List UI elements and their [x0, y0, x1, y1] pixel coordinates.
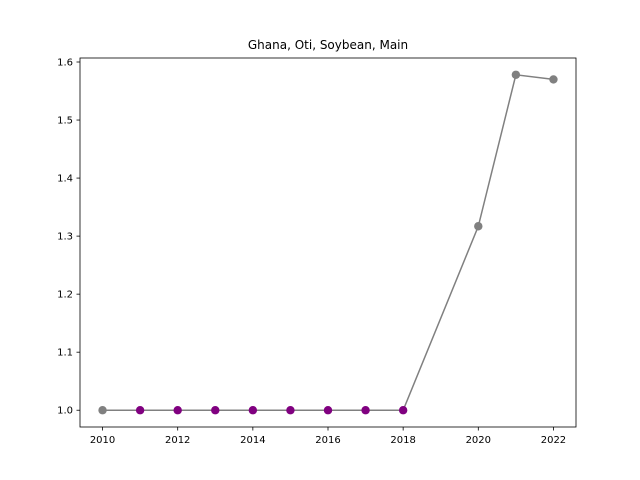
x-tick-label: 2012 [165, 435, 190, 446]
y-tick-label: 1.1 [57, 348, 73, 359]
data-point [211, 406, 220, 415]
data-point [173, 406, 182, 415]
chart-title: Ghana, Oti, Soybean, Main [248, 38, 408, 52]
data-point [361, 406, 370, 415]
data-point [286, 406, 295, 415]
data-point [323, 406, 333, 415]
x-tick-label: 2018 [390, 435, 415, 446]
y-tick-label: 1.0 [57, 406, 73, 417]
data-point [398, 406, 408, 415]
plot-area: 2010 2012 2014 2016 2018 2020 2022 1.0 1.1 1.2 1.3… [57, 57, 577, 446]
y-tick-label: 1.5 [57, 116, 73, 127]
y-tick-label: 1.3 [57, 232, 73, 243]
x-tick-label: 2014 [240, 435, 265, 446]
y-tick-label: 1.6 [57, 58, 73, 69]
series-line [102, 73, 554, 411]
data-point [511, 70, 521, 79]
data-point [248, 406, 258, 415]
x-tick-label: 2016 [315, 435, 340, 446]
data-point [474, 222, 483, 231]
data-point [135, 406, 145, 415]
x-tick-label: 2010 [90, 435, 115, 446]
y-tick-label: 1.4 [57, 174, 73, 185]
data-point [549, 75, 558, 84]
y-tick-label: 1.2 [57, 290, 73, 301]
data-point [98, 406, 107, 415]
x-tick-label: 2020 [466, 435, 491, 446]
axes-frame [79, 57, 577, 428]
x-tick-label: 2022 [541, 435, 566, 446]
